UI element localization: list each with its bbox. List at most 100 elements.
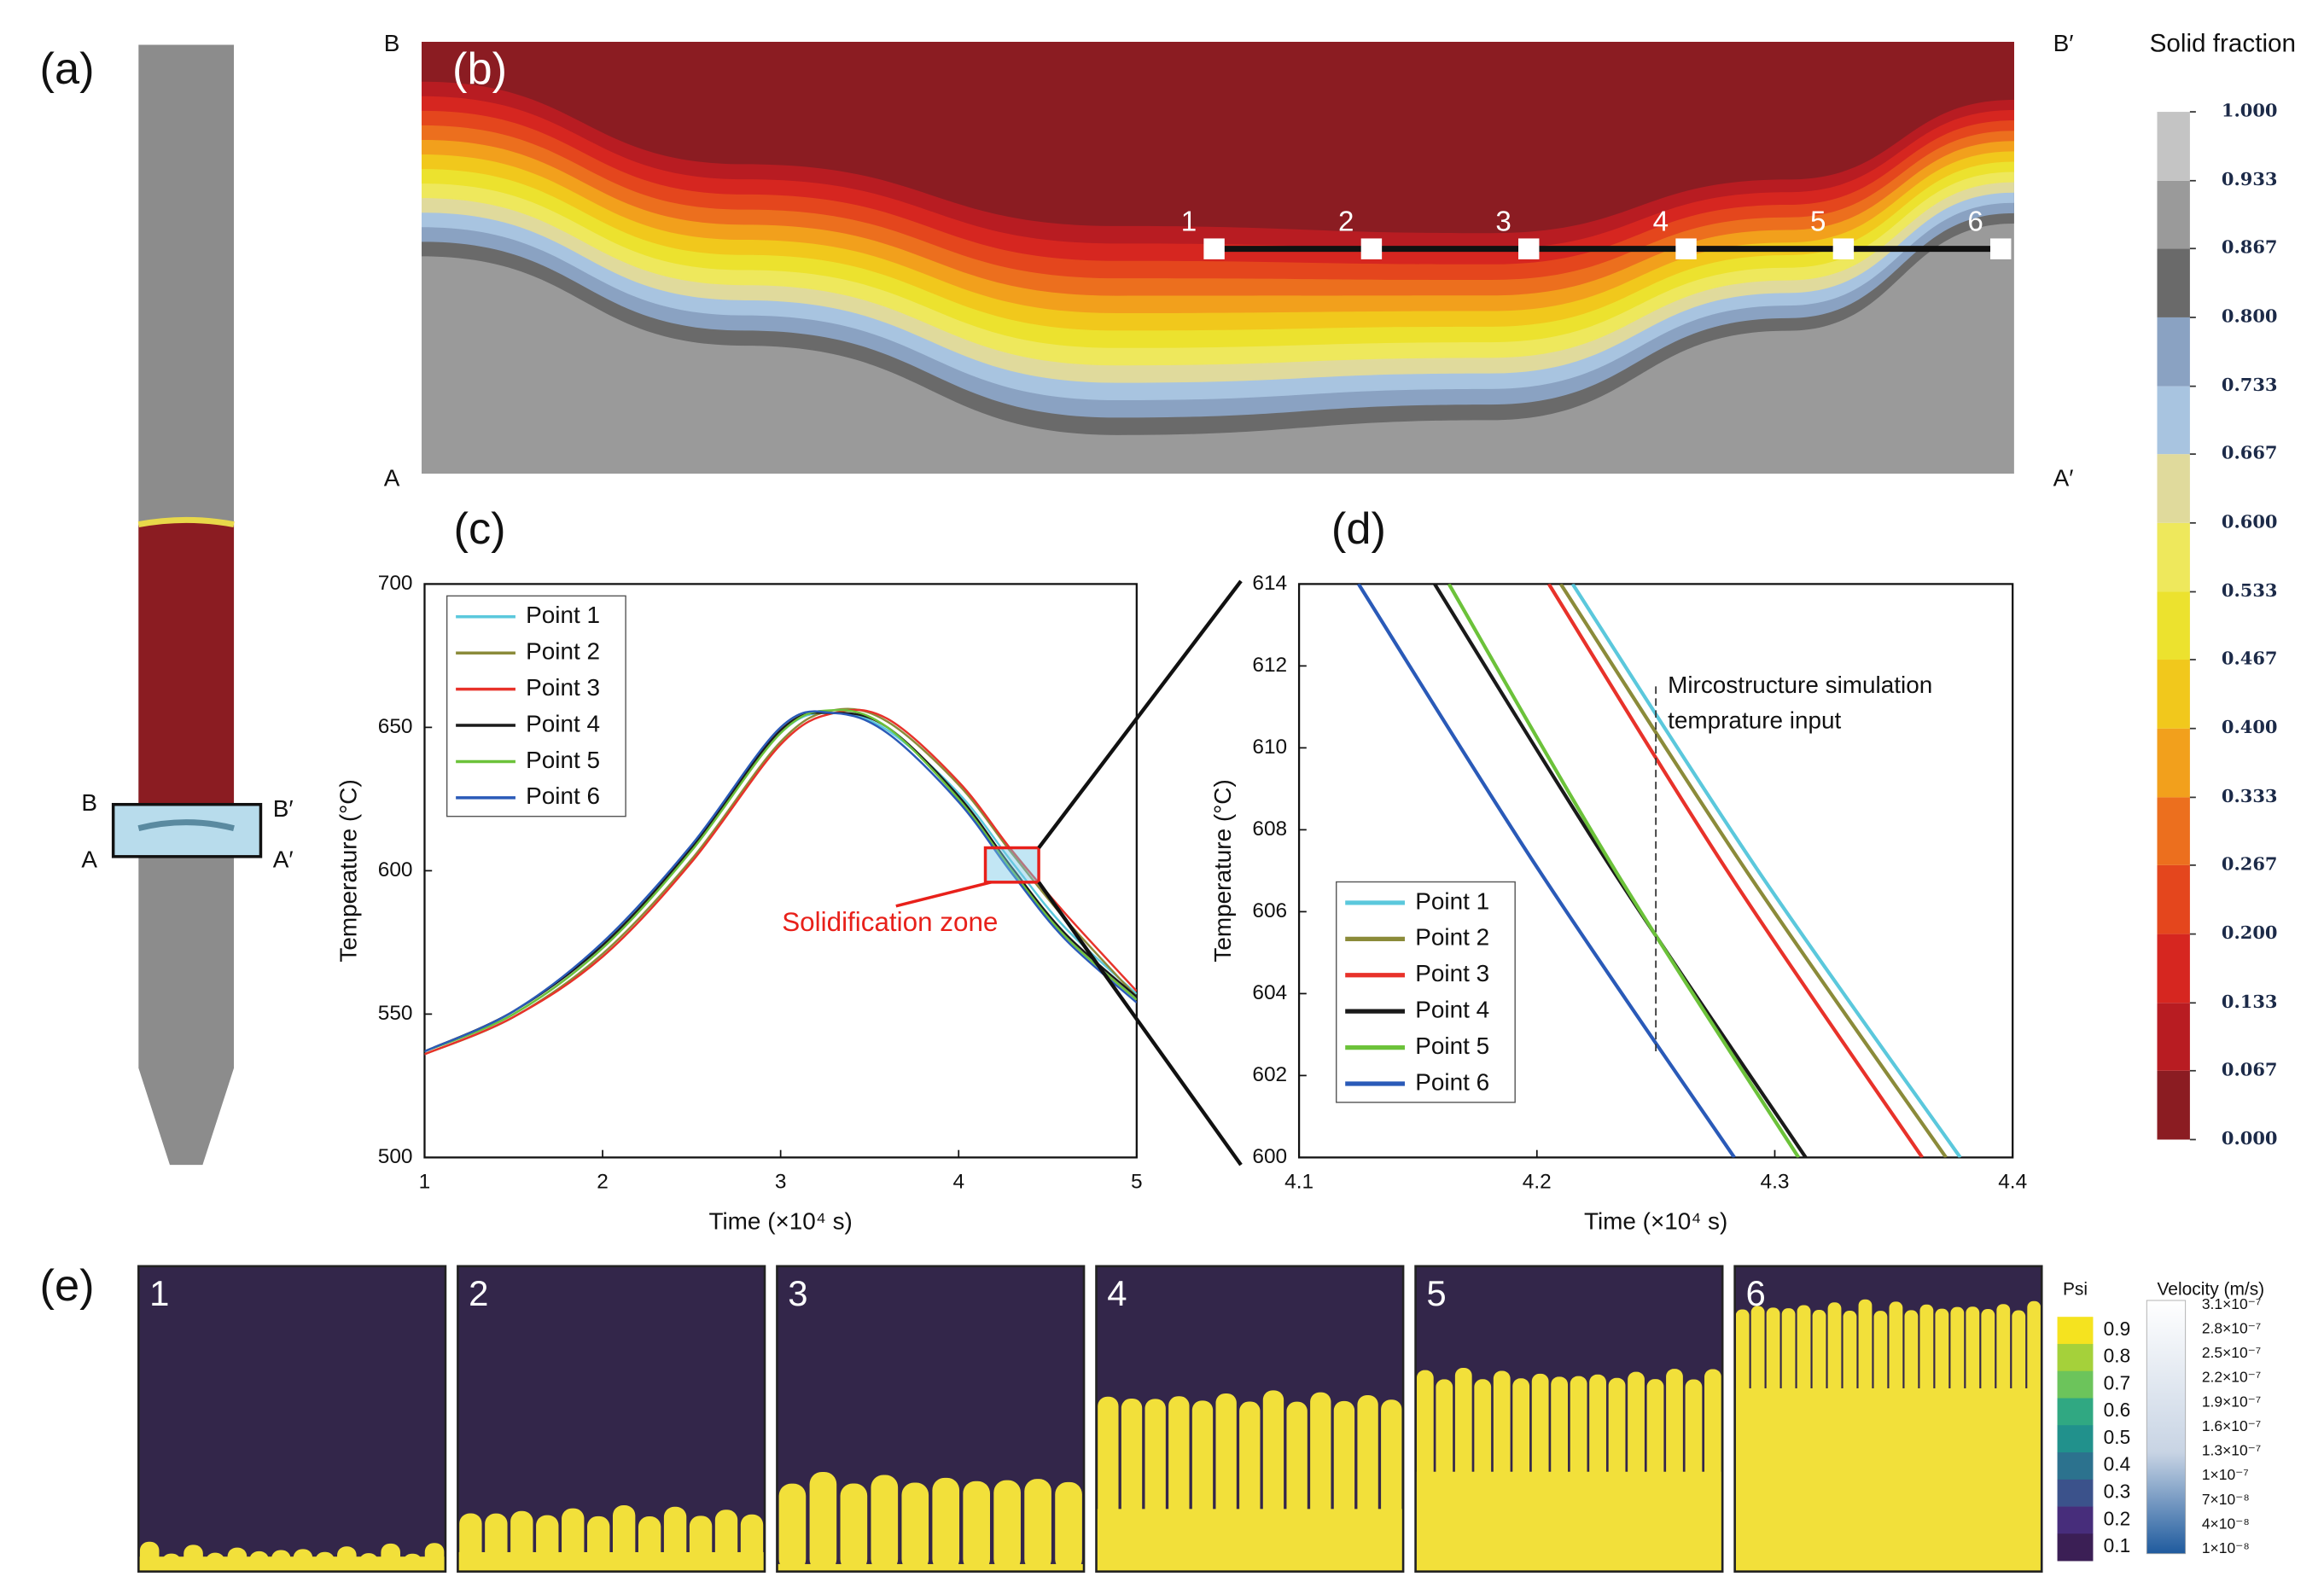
dendrite	[1474, 1379, 1492, 1572]
colorbar-label: 1.000	[2222, 100, 2278, 121]
legend-label: Point 2	[1415, 924, 1489, 951]
psi-band	[2057, 1425, 2094, 1453]
label: B	[81, 789, 97, 816]
dendrite	[1966, 1306, 1980, 1572]
dendrite	[424, 1543, 445, 1572]
melt-zone	[138, 520, 235, 805]
panel-label: (a)	[40, 44, 95, 94]
colorbar-band	[2157, 660, 2190, 729]
legend-label: Point 5	[1415, 1033, 1489, 1059]
y-tick-label: 608	[1252, 817, 1287, 841]
velocity-label: 1×10⁻⁷	[2202, 1466, 2249, 1483]
image-frame	[1733, 1265, 2043, 1573]
dendrite	[1551, 1376, 1569, 1572]
image-label: 1	[149, 1273, 169, 1313]
colorbar-label: 0.333	[2222, 785, 2278, 806]
dendrite	[932, 1477, 960, 1572]
dendrite	[612, 1505, 636, 1572]
image-frame	[137, 1265, 447, 1573]
dendrite	[1704, 1369, 1721, 1572]
dendrite	[358, 1553, 379, 1572]
psi-label: 0.8	[2104, 1345, 2131, 1367]
colorbar-band	[2157, 386, 2190, 455]
x-tick-label: 3	[775, 1171, 787, 1194]
dendrite	[1357, 1395, 1378, 1572]
dendrite	[1098, 1396, 1119, 1572]
colorbar-band	[2157, 1070, 2190, 1140]
colorbar-label: 0.600	[2222, 510, 2278, 532]
y-tick-label: 604	[1252, 981, 1287, 1004]
dendrite	[1735, 1309, 1750, 1572]
dendrite	[740, 1514, 764, 1572]
probe-label: 1	[1181, 207, 1197, 238]
x-axis-title: Time (×10⁴ s)	[708, 1208, 852, 1235]
dendrite	[1286, 1401, 1308, 1572]
colorbar-band	[2157, 591, 2190, 660]
image-frame	[457, 1265, 766, 1573]
dendrite	[1608, 1377, 1626, 1572]
dendrite	[1333, 1400, 1355, 1572]
colorbar-band	[2157, 248, 2190, 317]
dendrite	[1416, 1370, 1434, 1572]
colorbar-band	[2157, 864, 2190, 934]
dendrite	[381, 1543, 400, 1572]
image-frame	[776, 1265, 1086, 1573]
legend-label: Point 3	[526, 674, 600, 701]
series-line	[424, 710, 1137, 1053]
dendrite	[139, 1541, 160, 1572]
y-tick-label: 600	[1252, 1145, 1287, 1168]
colorbar-band	[2157, 180, 2190, 249]
colorbar-band	[2157, 522, 2190, 592]
panel-label: (e)	[40, 1261, 95, 1311]
melt-front	[137, 516, 235, 528]
colorbar-label: 0.867	[2222, 236, 2278, 258]
dendrite	[249, 1550, 269, 1572]
probe-label: 2	[1338, 207, 1354, 238]
dendrite	[840, 1483, 868, 1572]
legend-label: Point 1	[1415, 887, 1489, 914]
colorbar-label: 0.800	[2222, 305, 2278, 326]
solid-base	[1734, 1387, 2042, 1572]
colorbar-band	[2157, 112, 2190, 181]
colorbar-label: 0.000	[2222, 1127, 2278, 1149]
x-tick-label: 4.4	[1998, 1171, 2027, 1194]
dendrite	[510, 1510, 533, 1572]
colorbar-label: 0.267	[2222, 852, 2278, 874]
legend-label: Point 6	[1415, 1068, 1489, 1095]
psi-label: 0.3	[2104, 1481, 2131, 1503]
dendrite	[1191, 1400, 1214, 1572]
dendrite	[963, 1481, 991, 1572]
image-label: 3	[788, 1273, 807, 1313]
dendrite	[1436, 1379, 1453, 1572]
colorbar-label: 0.400	[2222, 716, 2278, 737]
y-tick-label: 602	[1252, 1063, 1287, 1086]
colorbar-label: 0.467	[2222, 648, 2278, 669]
dendrite	[1121, 1398, 1143, 1572]
x-tick-label: 4.2	[1523, 1171, 1552, 1194]
probe-label: 5	[1810, 207, 1826, 238]
legend-label: Point 3	[1415, 960, 1489, 986]
dendrite	[778, 1483, 807, 1572]
label: A	[81, 846, 97, 872]
dendrite	[901, 1482, 929, 1572]
colorbar-label: 0.133	[2222, 991, 2278, 1012]
series-line	[424, 708, 1137, 1056]
psi-label: 0.1	[2104, 1534, 2131, 1556]
dendrite	[161, 1553, 182, 1572]
annotation: Solidification zone	[782, 907, 998, 937]
y-tick-label: 700	[378, 572, 413, 595]
dendrite	[1981, 1308, 1995, 1572]
label: B′	[2053, 30, 2074, 56]
psi-label: 0.9	[2104, 1318, 2131, 1340]
series-line	[1570, 584, 1962, 1158]
dendrite	[1215, 1393, 1237, 1572]
series-line	[1356, 584, 1736, 1158]
panel-label: (b)	[452, 44, 507, 94]
dendrite	[993, 1480, 1021, 1572]
connector	[1037, 579, 1243, 849]
colorbar-label: 0.200	[2222, 922, 2278, 943]
dendrite	[271, 1550, 291, 1572]
colorbar-band	[2157, 728, 2190, 798]
y-tick-label: 550	[378, 1002, 413, 1025]
contour-band	[421, 42, 2014, 234]
